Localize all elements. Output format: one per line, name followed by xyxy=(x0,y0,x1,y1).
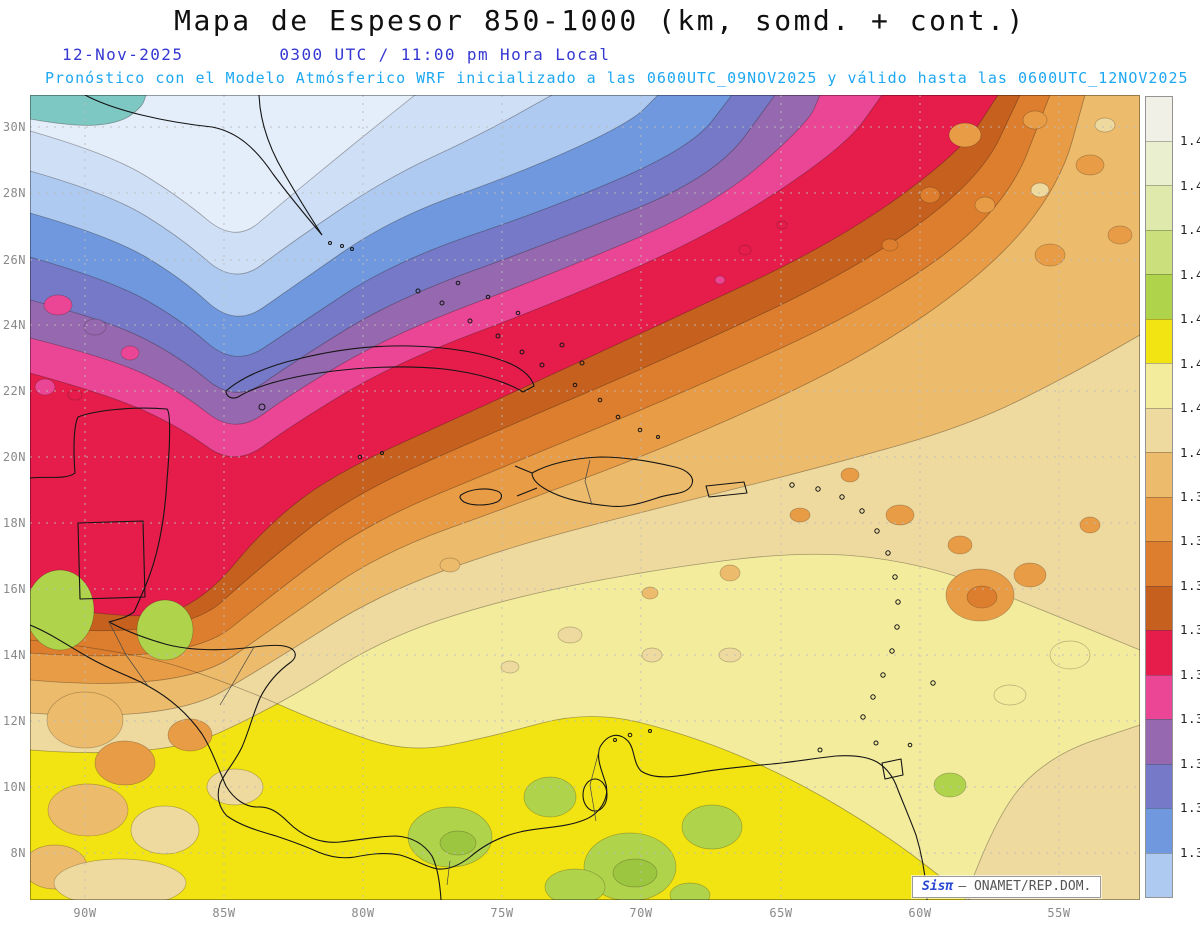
watermark-text: – ONAMET/REP.DOM. xyxy=(958,879,1092,894)
colorbar-label: 1.35 xyxy=(1180,844,1200,860)
colorbar-label: 1.422 xyxy=(1180,311,1200,327)
lon-label: 55W xyxy=(1047,906,1071,920)
lat-label: 8N xyxy=(10,846,26,860)
colorbar-label: 1.44 xyxy=(1180,177,1200,193)
forecast-line: Pronóstico con el Modelo Atmósferico WRF… xyxy=(45,69,1189,87)
colorbar-label: 1.416 xyxy=(1180,355,1200,371)
colorbar-segment xyxy=(1146,185,1172,230)
colorbar-label: 1.428 xyxy=(1180,266,1200,282)
gridlines xyxy=(30,95,1140,900)
colorbar-label: 1.404 xyxy=(1180,444,1200,460)
lat-label: 20N xyxy=(2,450,26,464)
lon-label: 75W xyxy=(490,906,514,920)
coastlines xyxy=(30,95,928,900)
colorbar-label: 1.392 xyxy=(1180,533,1200,549)
colorbar-segment xyxy=(1146,452,1172,497)
colorbar-segment xyxy=(1146,363,1172,408)
colorbar-segment xyxy=(1146,852,1172,897)
time-label: 0300 UTC / 11:00 pm Hora Local xyxy=(279,45,611,64)
lat-label: 22N xyxy=(2,384,26,398)
colorbar-segment xyxy=(1146,719,1172,764)
lon-label: 70W xyxy=(629,906,653,920)
colorbar-segment xyxy=(1146,585,1172,630)
lon-label: 60W xyxy=(908,906,932,920)
country-borders xyxy=(108,459,601,886)
colorbar-segment xyxy=(1146,140,1172,185)
colorbar-segment xyxy=(1146,97,1172,141)
contour-fills xyxy=(30,95,1140,900)
colorbar-label: 1.368 xyxy=(1180,711,1200,727)
lon-label: 65W xyxy=(769,906,793,920)
colorbar-segment xyxy=(1146,541,1172,586)
watermark: Sisπ – ONAMET/REP.DOM. xyxy=(912,876,1102,898)
colorbar-label: 1.362 xyxy=(1180,755,1200,771)
lat-label: 30N xyxy=(2,120,26,134)
colorbar-segment xyxy=(1146,496,1172,541)
lon-label: 90W xyxy=(73,906,97,920)
lat-label: 24N xyxy=(2,318,26,332)
colorbar-label: 1.41 xyxy=(1180,400,1200,416)
lat-label: 12N xyxy=(2,714,26,728)
colorbar-segment xyxy=(1146,407,1172,452)
lat-label: 18N xyxy=(2,516,26,530)
colorbar-segment xyxy=(1146,763,1172,808)
colorbar-label: 1.374 xyxy=(1180,666,1200,682)
colorbar-label: 1.386 xyxy=(1180,577,1200,593)
date-label: 12-Nov-2025 xyxy=(62,45,184,64)
lon-label: 85W xyxy=(212,906,236,920)
lat-label: 28N xyxy=(2,186,26,200)
lat-label: 14N xyxy=(2,648,26,662)
small-islands xyxy=(258,241,936,753)
colorbar-segment xyxy=(1146,674,1172,719)
colorbar-segment xyxy=(1146,808,1172,853)
datetime-line: 12-Nov-2025 0300 UTC / 11:00 pm Hora Loca… xyxy=(62,45,610,64)
lat-label: 26N xyxy=(2,253,26,267)
page-title: Mapa de Espesor 850-1000 (km, somd. + co… xyxy=(174,4,1026,37)
colorbar-label: 1.398 xyxy=(1180,489,1200,504)
colorbar-segment xyxy=(1146,318,1172,363)
colorbar-label: 1.38 xyxy=(1180,622,1200,638)
colorbar-segment xyxy=(1146,229,1172,274)
map-area xyxy=(30,95,1140,900)
contour-map xyxy=(30,95,1140,900)
contour-blobs xyxy=(30,110,1133,900)
colorbar-label: 1.356 xyxy=(1180,800,1200,816)
watermark-brand: Sisπ xyxy=(922,879,954,894)
lat-label: 10N xyxy=(2,780,26,794)
colorbar-label: 1.446 xyxy=(1180,133,1200,149)
contour-lines xyxy=(30,95,1140,900)
lon-label: 80W xyxy=(351,906,375,920)
colorbar-segment xyxy=(1146,274,1172,319)
colorbar xyxy=(1145,96,1173,898)
colorbar-segment xyxy=(1146,630,1172,675)
colorbar-label: 1.434 xyxy=(1180,222,1200,238)
lat-label: 16N xyxy=(2,582,26,596)
